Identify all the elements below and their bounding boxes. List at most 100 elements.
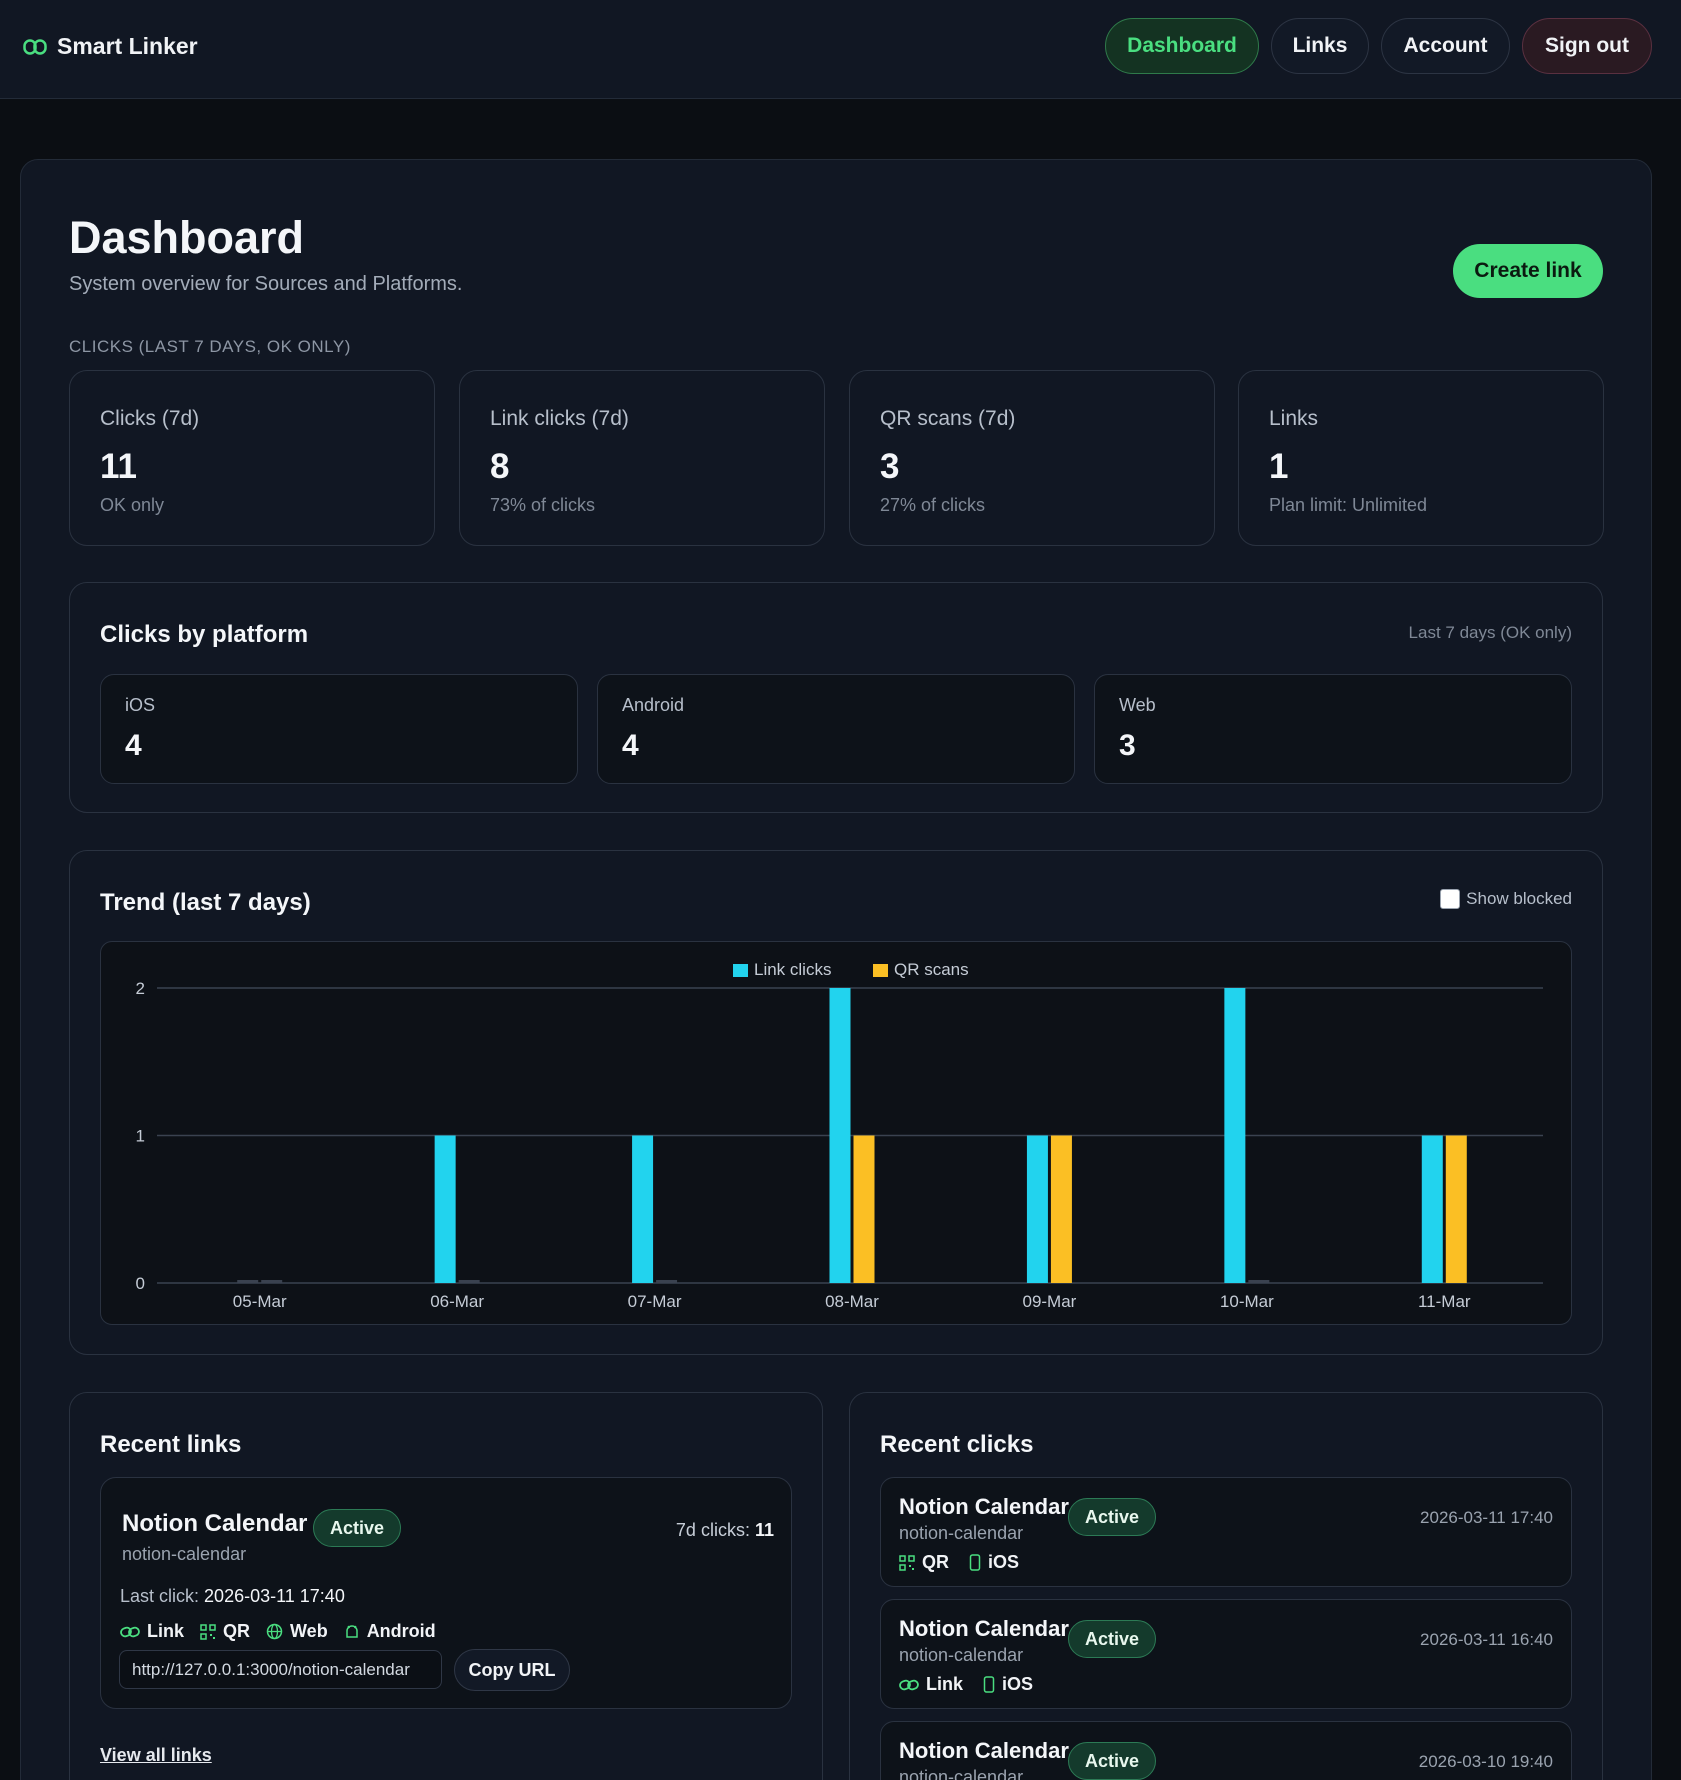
x-tick-label: 07-Mar [628, 1292, 682, 1311]
stat-value: 3 [880, 447, 900, 486]
legend-label: Link clicks [754, 960, 831, 979]
show-blocked-toggle[interactable]: Show blocked [1440, 889, 1572, 909]
x-tick-label: 08-Mar [825, 1292, 879, 1311]
click-card[interactable]: Notion Calendar notion-calendar Active 2… [880, 1721, 1572, 1780]
nav-account-button[interactable]: Account [1381, 18, 1510, 74]
legend-swatch [733, 964, 748, 977]
infinity-link-icon [23, 38, 47, 55]
link-slug: notion-calendar [122, 1544, 247, 1564]
y-tick-label: 2 [136, 979, 145, 998]
stat-card-qr-scans: QR scans (7d) 3 27% of clicks [849, 370, 1215, 546]
link-7d-clicks: 7d clicks: 11 [676, 1520, 774, 1541]
y-tick-label: 0 [136, 1274, 145, 1293]
click-tags: QR iOS [899, 1552, 1019, 1573]
tag-ios: iOS [983, 1674, 1033, 1695]
phone-icon [983, 1676, 995, 1693]
bar-link-clicks [1421, 1135, 1443, 1283]
click-time: 2026-03-10 19:40 [1418, 1752, 1553, 1771]
page-subtitle: System overview for Sources and Platform… [69, 273, 463, 295]
nav-links-button[interactable]: Links [1271, 18, 1369, 74]
view-all-links-link[interactable]: View all links [100, 1745, 212, 1765]
bar-qr-scans [1050, 1135, 1072, 1283]
stat-label: Clicks (7d) [100, 407, 200, 430]
android-icon [344, 1624, 360, 1640]
tag-label: Link [147, 1621, 185, 1641]
trend-chart: 0 1 2 05-Mar 06-Mar 07-Mar 08-Mar 09-Mar 10-Mar 1… [100, 941, 1572, 1325]
click-link-slug: notion-calendar [899, 1767, 1024, 1780]
recent-links-title: Recent links [100, 1431, 242, 1458]
tag-label: Web [290, 1621, 328, 1641]
bar-link-clicks [237, 1280, 259, 1283]
platform-card-ios: iOS 4 [100, 674, 578, 784]
click-time: 2026-03-11 16:40 [1420, 1630, 1553, 1649]
click-link-slug: notion-calendar [899, 1523, 1024, 1543]
last-click-value: 2026-03-11 17:40 [204, 1586, 345, 1606]
clicks-label: 7d clicks: [675, 1520, 750, 1540]
stat-value: 11 [100, 447, 137, 486]
bar-qr-scans [261, 1280, 283, 1283]
x-tick-label: 09-Mar [1022, 1292, 1076, 1311]
tag-label: iOS [988, 1552, 1020, 1572]
x-tick-label: 10-Mar [1220, 1292, 1274, 1311]
status-badge: Active [1068, 1620, 1157, 1658]
legend-swatch [873, 964, 888, 977]
tag-label: QR [922, 1552, 949, 1572]
platform-panel-title: Clicks by platform [100, 621, 309, 648]
platform-value: 4 [622, 729, 639, 762]
short-url-field[interactable]: http://127.0.0.1:3000/notion-calendar [119, 1650, 442, 1689]
stat-sub: Plan limit: Unlimited [1269, 495, 1428, 515]
platform-card-web: Web 3 [1094, 674, 1572, 784]
phone-icon [969, 1554, 981, 1571]
show-blocked-label: Show blocked [1466, 889, 1572, 908]
tag-qr: QR [899, 1552, 949, 1573]
tag-label: QR [223, 1621, 251, 1641]
link-name[interactable]: Notion Calendar [122, 1510, 308, 1537]
stat-value: 1 [1269, 447, 1289, 486]
platform-card-android: Android 4 [597, 674, 1075, 784]
link-card[interactable]: Notion Calendar notion-calendar Active 7… [100, 1477, 792, 1709]
bar-link-clicks [1224, 988, 1246, 1283]
status-badge: Active [313, 1509, 402, 1547]
stat-label: QR scans (7d) [880, 407, 1016, 430]
nav-dashboard-button[interactable]: Dashboard [1105, 18, 1259, 74]
tag-android: Android [344, 1621, 436, 1642]
sign-out-button[interactable]: Sign out [1522, 18, 1652, 74]
show-blocked-checkbox[interactable] [1440, 889, 1461, 909]
stat-value: 8 [490, 447, 510, 486]
stat-card-links: Links 1 Plan limit: Unlimited [1238, 370, 1604, 546]
bar-link-clicks [1026, 1135, 1048, 1283]
click-card[interactable]: Notion Calendar notion-calendar Active 2… [880, 1477, 1572, 1587]
copy-url-button[interactable]: Copy URL [454, 1649, 570, 1691]
click-link-name: Notion Calendar [899, 1738, 1069, 1763]
link-icon [899, 1678, 919, 1692]
tag-label: iOS [1002, 1674, 1034, 1694]
stat-sub: 27% of clicks [880, 495, 986, 515]
link-tags: Link QR Web Android [120, 1621, 436, 1642]
legend-label: QR scans [894, 960, 969, 979]
bar-qr-scans [1248, 1280, 1270, 1283]
tag-qr: QR [200, 1621, 250, 1642]
app-name: Smart Linker [57, 33, 198, 59]
click-time: 2026-03-11 17:40 [1420, 1508, 1553, 1527]
click-tags: Link iOS [899, 1674, 1033, 1695]
trend-panel-title: Trend (last 7 days) [100, 889, 311, 916]
x-tick-label: 06-Mar [430, 1292, 484, 1311]
trend-chart-svg: 0 1 2 05-Mar 06-Mar 07-Mar 08-Mar 09-Mar 10-Mar 1… [136, 960, 1543, 1311]
globe-icon [266, 1623, 283, 1640]
bar-qr-scans [853, 1135, 875, 1283]
y-tick-label: 1 [136, 1127, 145, 1146]
brand[interactable]: Smart Linker [23, 33, 198, 60]
status-badge: Active [1068, 1742, 1157, 1780]
bar-link-clicks [632, 1135, 654, 1283]
bar-link-clicks [434, 1135, 456, 1283]
status-badge: Active [1068, 1498, 1157, 1536]
click-card[interactable]: Notion Calendar notion-calendar Active 2… [880, 1599, 1572, 1709]
platform-label: Android [622, 695, 685, 715]
bar-qr-scans [656, 1280, 678, 1283]
platform-label: iOS [125, 695, 156, 715]
last-click: Last click: 2026-03-11 17:40 [120, 1586, 345, 1607]
platform-panel: Clicks by platform Last 7 days (OK only)… [69, 582, 1603, 813]
qr-icon [200, 1623, 216, 1640]
platform-panel-note: Last 7 days (OK only) [1408, 623, 1572, 642]
create-link-button[interactable]: Create link [1453, 244, 1603, 298]
